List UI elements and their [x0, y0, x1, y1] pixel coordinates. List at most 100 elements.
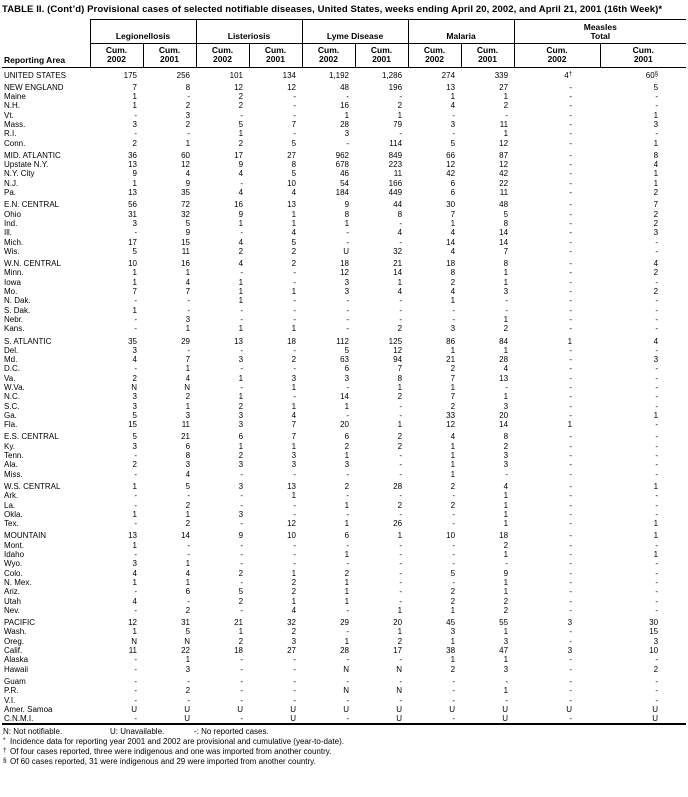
value-cell: - — [569, 277, 573, 287]
table-row: UNITED STATES 175 256 101 134 1,192 1,286 274 33… — [2, 67, 686, 80]
value-cell: 3 — [344, 460, 350, 470]
value-cell: 54 — [340, 178, 350, 188]
value-cell: 4 — [450, 228, 456, 238]
table-row: Wash. 1 5 1 2-1 3 1-15 — [2, 627, 686, 636]
value-cell: 4 — [185, 277, 191, 287]
value-cell: - — [569, 373, 573, 383]
footnotes: * Incidence data for reporting year 2001 … — [2, 737, 686, 766]
value-cell: 3 — [238, 509, 244, 519]
value-cell: - — [134, 364, 137, 374]
value-cell: 4 — [238, 259, 244, 269]
value-cell: 4 — [450, 246, 456, 256]
value-cell: 2 — [503, 605, 509, 615]
value-cell: 7 — [132, 82, 137, 92]
value-cell: 4 — [503, 364, 509, 374]
value-cell: 14 — [499, 228, 509, 238]
reporting-area-cell: E.S. CENTRAL — [4, 432, 59, 442]
value-cell: 4 — [397, 287, 403, 297]
data-table: Reporting Area Legionellosis Listeriosis L… — [2, 18, 687, 726]
table-row: S.C. 3 1 2 1 1 - 2 3 - - — [2, 402, 686, 411]
value-cell: - — [655, 432, 659, 442]
value-cell: 42 — [446, 169, 456, 179]
value-cell: - — [240, 345, 244, 355]
value-cell: 2 — [450, 500, 456, 510]
reporting-area-cell: Fla. — [4, 420, 18, 430]
value-cell: 112 — [336, 336, 350, 346]
value-cell: 4 — [132, 355, 137, 365]
value-cell: 2 — [132, 373, 137, 383]
value-cell: - — [346, 695, 350, 705]
reporting-area-cell: Mich. — [4, 237, 24, 247]
value-cell: U — [449, 704, 456, 714]
value-cell: - — [569, 82, 573, 92]
reporting-area-cell: Tenn. — [4, 451, 24, 461]
value-cell: 6 — [185, 587, 191, 597]
table-row: N. Mex. 1 1 - 2 1 - - 1 - - — [2, 578, 686, 587]
value-cell: - — [134, 695, 137, 705]
value-cell: 3 — [503, 451, 509, 461]
value-cell: - — [569, 246, 573, 256]
value-cell: 1 — [238, 296, 244, 306]
value-cell: - — [655, 383, 659, 392]
value-cell: - — [187, 92, 191, 102]
value-cell: 7 — [450, 392, 456, 402]
value-cell: 4 — [291, 228, 297, 238]
table-row: Alaska - 1 - - - - 1 1 - - — [2, 655, 686, 664]
value-cell: - — [655, 577, 659, 587]
value-cell: U — [396, 704, 403, 714]
value-cell: - — [240, 664, 244, 674]
value-cell: - — [569, 481, 573, 491]
value-cell: 2 — [132, 460, 137, 470]
value-cell: - — [452, 491, 456, 501]
value-cell: 2 — [450, 401, 456, 411]
value-cell: 46 — [340, 169, 350, 179]
value-cell: 4 — [238, 237, 244, 247]
reporting-area-cell: S.C. — [4, 401, 20, 411]
value-cell: - — [569, 587, 573, 597]
value-cell: 4 — [653, 336, 659, 346]
reporting-area-cell: Conn. — [4, 138, 26, 148]
value-cell: - — [655, 129, 659, 139]
value-cell: 1 — [238, 277, 244, 287]
value-cell: - — [399, 305, 403, 315]
value-cell: 3 — [238, 481, 244, 491]
column-header: Cum. 2002 — [407, 43, 462, 68]
value-cell: - — [399, 491, 403, 501]
value-cell: 11 — [393, 169, 403, 179]
value-cell: 175 — [123, 70, 137, 80]
reporting-area-cell: N. Mex. — [4, 577, 32, 587]
value-cell: 3 — [503, 401, 509, 411]
value-cell: - — [569, 160, 573, 170]
column-header: Cum. 2002 — [513, 43, 601, 68]
value-cell: 13 — [128, 531, 137, 541]
value-cell: - — [569, 469, 573, 479]
value-cell: - — [399, 550, 403, 560]
value-cell: 5 — [450, 138, 456, 148]
table-row: Minn. 1 1 - - 12 14 8 1 - 2 — [2, 268, 686, 277]
value-cell: - — [293, 550, 297, 560]
value-cell: 1 — [450, 636, 456, 646]
value-cell: - — [346, 296, 350, 306]
table-row: S. Dak. 1 - - - - - - - - - — [2, 306, 686, 315]
value-cell: - — [655, 491, 659, 501]
value-cell: 114 — [389, 138, 403, 148]
value-cell: - — [655, 500, 659, 510]
value-cell: - — [293, 129, 297, 139]
value-cell: U — [652, 714, 659, 724]
reporting-area-cell: Wash. — [4, 627, 27, 637]
value-cell: 32 — [287, 618, 297, 628]
table-row: Idaho - - - - 1 - - 1 - 1 — [2, 550, 686, 559]
value-cell: 6 — [185, 441, 191, 451]
value-cell: - — [134, 129, 137, 139]
value-cell: 1 — [503, 686, 509, 696]
table-row: Mont. 1 - - - - - - 2 - - — [2, 541, 686, 550]
reporting-area-cell: Amer. Samoa — [4, 704, 53, 714]
col-header-row: Cum. 2002 Cum. 2001 Cum. 2002 Cum. 2001 Cum. 2002… — [2, 43, 687, 68]
value-cell: 6 — [450, 188, 456, 198]
reporting-area-cell: Oreg. — [4, 636, 25, 646]
value-cell: 5 — [238, 587, 244, 597]
value-cell: 9 — [238, 531, 244, 541]
value-cell: 60 — [181, 150, 191, 160]
value-cell: 35 — [181, 188, 191, 198]
value-cell: U — [343, 704, 350, 714]
